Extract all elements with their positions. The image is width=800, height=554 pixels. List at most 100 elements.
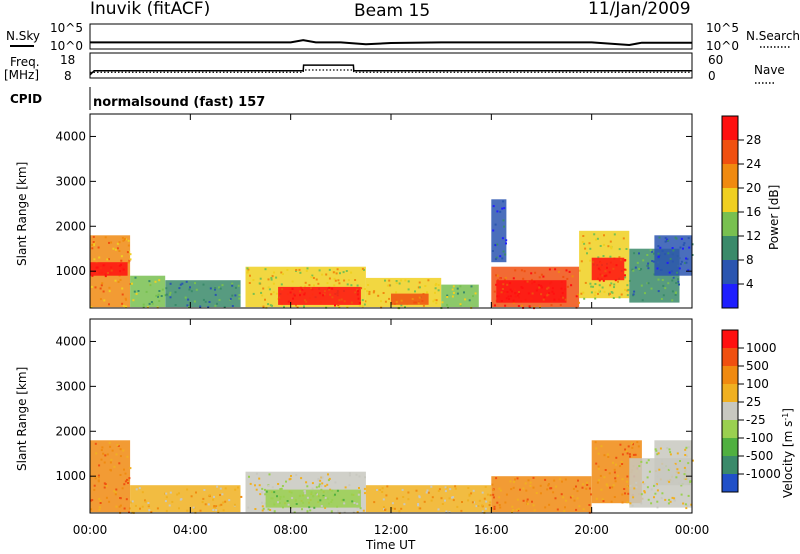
power-cell <box>683 242 686 245</box>
power-cell <box>687 269 690 272</box>
velocity-cell <box>324 485 327 488</box>
power-cell <box>571 275 574 278</box>
velocity-cell <box>363 487 366 490</box>
velocity-cell <box>322 496 325 499</box>
velocity-cell <box>178 492 180 495</box>
velocity-cell <box>642 481 644 484</box>
velocity-cell <box>401 488 404 491</box>
power-cell <box>368 292 371 295</box>
velocity-cell <box>595 447 598 450</box>
power-cell <box>287 300 290 303</box>
power-cell <box>653 252 655 255</box>
power-cell <box>647 282 650 285</box>
velocity-cell <box>247 506 250 509</box>
velocity-cell <box>228 499 231 502</box>
power-cell <box>546 294 549 297</box>
power-cell <box>660 298 663 300</box>
velocity-cell <box>445 510 448 513</box>
power-cell <box>662 284 665 287</box>
velocity-colorbar-tick-label: -1000 <box>746 467 781 481</box>
power-cell <box>501 257 504 260</box>
power-cell <box>677 280 680 283</box>
velocity-cell <box>281 485 284 487</box>
power-cell <box>334 279 337 282</box>
velocity-cell <box>317 479 320 482</box>
velocity-cell <box>300 477 303 480</box>
velocity-cell <box>326 483 329 486</box>
velocity-cell <box>276 495 278 498</box>
velocity-cell <box>636 441 639 444</box>
power-cell <box>404 279 407 282</box>
velocity-cell <box>134 504 137 507</box>
velocity-cell <box>533 509 536 512</box>
power-cell <box>165 287 168 290</box>
x-tick-label: 12:00 <box>374 523 409 537</box>
power-cell <box>446 303 449 306</box>
velocity-cell <box>444 486 447 489</box>
power-cell <box>594 291 597 294</box>
velocity-cell <box>687 494 690 497</box>
velocity-cell <box>638 465 641 468</box>
power-cell <box>158 290 161 292</box>
power-cell <box>496 243 499 246</box>
power-cell <box>657 255 660 258</box>
power-cell <box>108 303 110 306</box>
velocity-cell <box>204 503 207 506</box>
power-cell <box>584 247 587 250</box>
power-cell <box>260 291 263 294</box>
velocity-cell <box>138 487 141 490</box>
power-cell <box>195 288 198 291</box>
velocity-cell <box>656 483 658 486</box>
velocity-cell <box>606 453 609 456</box>
velocity-cell <box>481 504 484 507</box>
velocity-cell <box>261 501 263 504</box>
power-cell <box>395 291 398 294</box>
velocity-cell <box>629 502 632 505</box>
power-cell <box>337 279 340 282</box>
velocity-cell <box>655 484 658 487</box>
velocity-cell <box>549 487 552 490</box>
velocity-cell <box>130 501 133 504</box>
power-cell <box>610 282 613 285</box>
velocity-cell <box>689 477 692 480</box>
velocity-cell <box>330 510 333 513</box>
velocity-cell <box>575 485 577 488</box>
velocity-cell <box>248 475 250 478</box>
velocity-cell <box>604 469 607 471</box>
power-cell <box>363 303 366 306</box>
noise-left-tick-top: 10^5 <box>50 21 83 35</box>
power-cell <box>562 296 565 299</box>
power-cell <box>522 277 525 280</box>
velocity-cell <box>301 508 303 511</box>
power-cell <box>329 293 332 296</box>
power-cell <box>533 280 536 283</box>
velocity-colorbar-segment <box>722 402 738 420</box>
power-cell <box>328 288 331 291</box>
power-cell <box>550 304 553 307</box>
power-cell <box>323 293 326 296</box>
power-cell <box>548 292 551 295</box>
velocity-cell <box>690 503 693 506</box>
velocity-cell <box>124 480 127 483</box>
power-cell <box>354 279 357 281</box>
power-cell <box>501 237 504 240</box>
velocity-cell <box>97 480 100 483</box>
power-cell <box>137 290 140 292</box>
velocity-cell <box>303 490 306 493</box>
velocity-cell <box>552 491 555 494</box>
power-cell <box>583 297 586 300</box>
power-cell <box>570 284 573 287</box>
power-cell <box>108 286 111 289</box>
power-cell <box>202 298 205 301</box>
power-cell <box>641 299 644 302</box>
velocity-cell <box>269 509 272 511</box>
power-cell <box>435 302 438 305</box>
velocity-cell <box>628 453 631 456</box>
velocity-region <box>90 440 131 513</box>
velocity-cell <box>264 488 266 491</box>
power-cell <box>398 282 401 285</box>
power-cell <box>669 257 672 260</box>
velocity-cell <box>318 485 321 488</box>
velocity-cell <box>221 493 224 496</box>
power-cell <box>214 288 216 291</box>
